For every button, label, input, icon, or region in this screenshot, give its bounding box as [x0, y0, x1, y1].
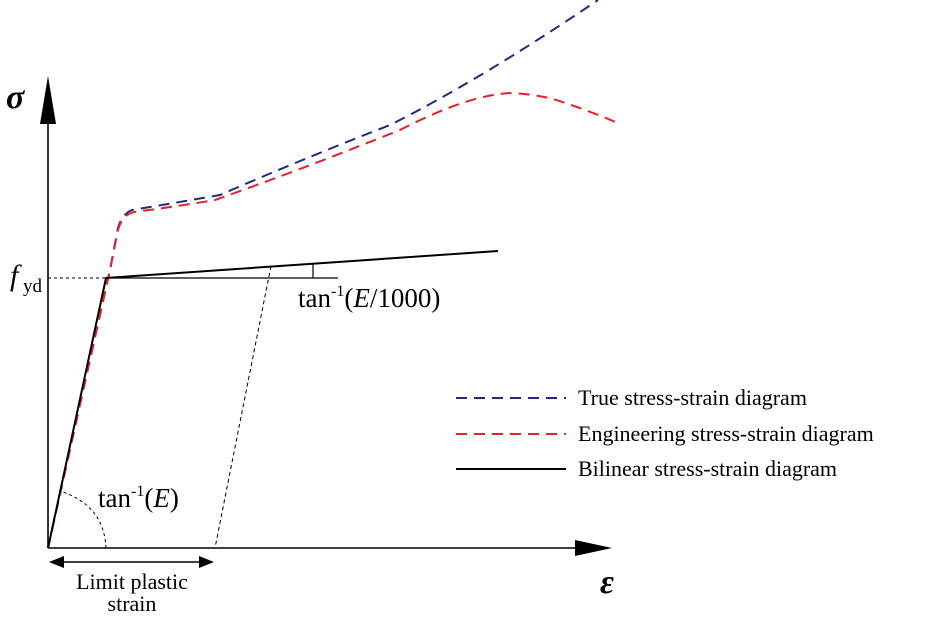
- x-axis-arrow: [575, 540, 612, 556]
- elastic-slope-label: tan-1(E): [98, 483, 179, 513]
- legend-label-bilinear: Bilinear stress-strain diagram: [578, 456, 837, 481]
- engineering-stress-strain-curve: [47, 91, 621, 549]
- true-stress-strain-curve: [47, 0, 599, 549]
- limit-strain-label-line1: Limit plastic: [76, 569, 188, 594]
- limit-strain-arrow-left: [49, 556, 64, 568]
- elastic-angle-arc: [59, 490, 107, 549]
- unloading-line: [214, 265, 272, 549]
- y-axis-arrow: [40, 76, 56, 124]
- legend-label-true: True stress-strain diagram: [578, 385, 807, 410]
- hardening-slope-label: tan-1(E/1000): [298, 283, 440, 313]
- yield-stress-label: f: [10, 259, 22, 292]
- limit-strain-arrow-right: [199, 556, 214, 568]
- x-axis-symbol: ε: [600, 564, 614, 601]
- legend-label-engineering: Engineering stress-strain diagram: [578, 421, 874, 446]
- yield-stress-subscript: yd: [23, 276, 43, 297]
- limit-strain-label-line2: strain: [108, 591, 157, 616]
- y-axis-symbol: σ: [6, 79, 26, 116]
- legend: True stress-strain diagram Engineering s…: [456, 385, 874, 481]
